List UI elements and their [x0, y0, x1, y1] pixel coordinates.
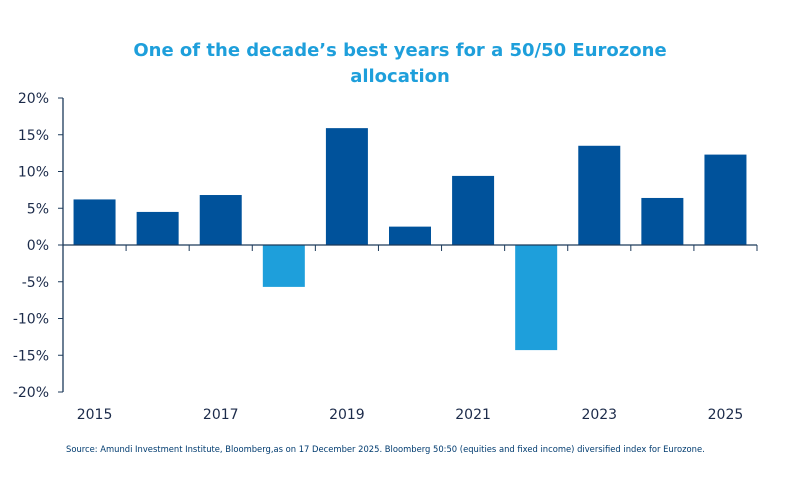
bar-2020 [389, 226, 431, 245]
chart-title: One of the decade’s best years for a 50/… [133, 40, 667, 87]
y-tick-label: -5% [22, 275, 49, 291]
bar-2023 [578, 145, 621, 245]
bar-2024 [641, 197, 684, 245]
y-tick-label: 10% [18, 165, 49, 181]
x-tick-label: 2019 [329, 407, 365, 423]
y-tick-label: -20% [13, 385, 49, 401]
y-tick-label: -15% [13, 348, 49, 364]
x-tick-label: 2021 [455, 407, 491, 423]
x-tick-label: 2023 [581, 407, 617, 423]
bar-2022 [515, 245, 558, 351]
y-tick-label: 5% [27, 201, 49, 217]
y-tick-label: 0% [27, 238, 49, 254]
x-tick-label: 2025 [708, 407, 744, 423]
bar-chart: 20% 15% 10% 5% 0% -5% -10% -15% -20% 2015 2017 2019… [13, 91, 758, 423]
x-tick-label: 2017 [203, 407, 239, 423]
source-note: Source: Amundi Investment Institute, Blo… [66, 444, 705, 454]
bar-2025 [704, 154, 747, 245]
bar-2017 [199, 195, 242, 245]
bar-2019 [325, 128, 368, 245]
y-tick-label: 20% [18, 91, 49, 107]
bar-2016 [136, 211, 179, 245]
y-tick-label: -10% [13, 312, 49, 328]
x-tick-label: 2015 [77, 407, 113, 423]
bar-2018 [262, 245, 305, 287]
bar-2015 [73, 199, 116, 245]
bar-2021 [452, 175, 495, 245]
y-tick-label: 15% [18, 128, 49, 144]
